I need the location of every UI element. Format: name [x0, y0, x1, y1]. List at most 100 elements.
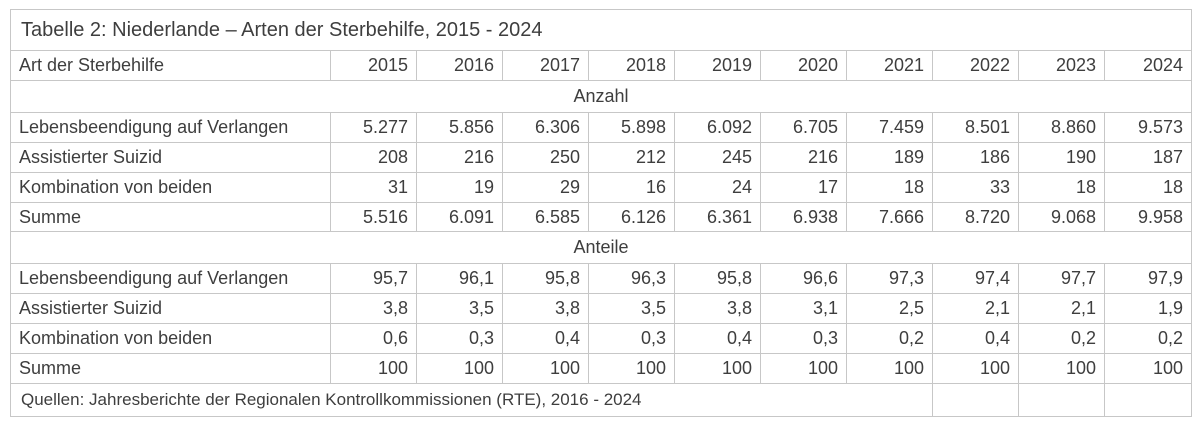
table-row: Assistierter Suizid 3,8 3,5 3,8 3,5 3,8 3,1 2,5… — [10, 293, 1193, 325]
value-cell: 0,2 — [846, 323, 933, 354]
value-cell: 0,3 — [588, 323, 675, 354]
column-header-year: 2016 — [416, 50, 503, 82]
value-cell: 96,6 — [760, 263, 847, 295]
value-cell: 6.306 — [502, 111, 589, 143]
value-cell: 245 — [674, 141, 761, 173]
value-cell: 6.126 — [588, 201, 675, 233]
value-cell: 6.705 — [760, 111, 847, 143]
value-cell: 216 — [416, 141, 503, 173]
value-cell: 0,3 — [760, 323, 847, 354]
table-title: Tabelle 2: Niederlande – Arten der Sterb… — [9, 8, 1193, 52]
value-cell: 186 — [932, 141, 1019, 173]
value-cell: 8.860 — [1018, 111, 1105, 143]
value-cell: 0,2 — [1018, 323, 1105, 354]
value-cell: 100 — [588, 352, 675, 384]
value-cell: 97,3 — [846, 263, 933, 295]
value-cell: 5.856 — [416, 111, 503, 143]
value-cell: 100 — [674, 352, 761, 384]
value-cell: 7.666 — [846, 201, 933, 233]
value-cell: 100 — [330, 352, 417, 384]
value-cell: 95,8 — [502, 263, 589, 295]
value-cell: 18 — [846, 171, 933, 203]
value-cell: 18 — [1103, 171, 1193, 203]
value-cell: 5.277 — [330, 111, 417, 143]
column-header-year: 2015 — [330, 50, 417, 82]
value-cell: 0,2 — [1103, 323, 1193, 354]
value-cell: 100 — [1018, 352, 1105, 384]
section-header: Anteile — [9, 231, 1193, 265]
table-row: Assistierter Suizid 208 216 250 212 245 216 189… — [10, 141, 1193, 173]
column-header-year: 2022 — [932, 50, 1019, 82]
value-cell: 189 — [846, 141, 933, 173]
value-cell: 250 — [502, 141, 589, 173]
value-cell: 96,1 — [416, 263, 503, 295]
value-cell: 0,4 — [502, 323, 589, 354]
value-cell: 0,4 — [932, 323, 1019, 354]
value-cell: 33 — [932, 171, 1019, 203]
footer-empty-cell — [1103, 382, 1193, 417]
value-cell: 16 — [588, 171, 675, 203]
value-cell: 97,7 — [1018, 263, 1105, 295]
row-label: Summe — [10, 201, 331, 233]
row-label: Lebensbeendigung auf Verlangen — [10, 263, 331, 295]
value-cell: 24 — [674, 171, 761, 203]
section-header: Anzahl — [9, 80, 1193, 113]
table-row: Summe 100 100 100 100 100 100 100 100 100 100 — [10, 352, 1193, 384]
value-cell: 6.091 — [416, 201, 503, 233]
value-cell: 9.573 — [1103, 111, 1193, 143]
value-cell: 100 — [502, 352, 589, 384]
footer-empty-cell — [1018, 382, 1105, 417]
source-note: Quellen: Jahresberichte der Regionalen K… — [10, 382, 933, 417]
value-cell: 95,8 — [674, 263, 761, 295]
value-cell: 2,5 — [846, 293, 933, 325]
value-cell: 2,1 — [932, 293, 1019, 325]
table-row: Summe 5.516 6.091 6.585 6.126 6.361 6.938 7.666… — [10, 201, 1193, 233]
value-cell: 212 — [588, 141, 675, 173]
value-cell: 19 — [416, 171, 503, 203]
value-cell: 190 — [1018, 141, 1105, 173]
source-row: Quellen: Jahresberichte der Regionalen K… — [10, 382, 1193, 417]
value-cell: 208 — [330, 141, 417, 173]
value-cell: 0,4 — [674, 323, 761, 354]
value-cell: 3,5 — [416, 293, 503, 325]
value-cell: 7.459 — [846, 111, 933, 143]
value-cell: 17 — [760, 171, 847, 203]
value-cell: 6.585 — [502, 201, 589, 233]
table-row: Kombination von beiden 0,6 0,3 0,4 0,3 0,4 0,3… — [10, 323, 1193, 354]
column-header-year: 2019 — [674, 50, 761, 82]
value-cell: 0,3 — [416, 323, 503, 354]
value-cell: 100 — [1103, 352, 1193, 384]
column-header-year: 2023 — [1018, 50, 1105, 82]
table-title-row: Tabelle 2: Niederlande – Arten der Sterb… — [9, 8, 1193, 52]
value-cell: 97,4 — [932, 263, 1019, 295]
table-row: Lebensbeendigung auf Verlangen 95,7 96,1 95… — [10, 263, 1193, 295]
value-cell: 100 — [416, 352, 503, 384]
column-header-year: 2017 — [502, 50, 589, 82]
sterbehilfe-table: Tabelle 2: Niederlande – Arten der Sterb… — [9, 8, 1193, 417]
value-cell: 100 — [846, 352, 933, 384]
value-cell: 3,8 — [330, 293, 417, 325]
column-header-year: 2020 — [760, 50, 847, 82]
value-cell: 0,6 — [330, 323, 417, 354]
value-cell: 8.501 — [932, 111, 1019, 143]
value-cell: 2,1 — [1018, 293, 1105, 325]
row-label: Lebensbeendigung auf Verlangen — [10, 111, 331, 143]
column-header-year: 2018 — [588, 50, 675, 82]
footer-empty-cell — [932, 382, 1019, 417]
value-cell: 3,1 — [760, 293, 847, 325]
value-cell: 29 — [502, 171, 589, 203]
column-header-year: 2021 — [846, 50, 933, 82]
value-cell: 100 — [932, 352, 1019, 384]
value-cell: 6.361 — [674, 201, 761, 233]
column-header-year: 2024 — [1103, 50, 1193, 82]
row-label: Assistierter Suizid — [10, 293, 331, 325]
table-row: Lebensbeendigung auf Verlangen 5.277 5.856… — [10, 111, 1193, 143]
value-cell: 6.938 — [760, 201, 847, 233]
value-cell: 1,9 — [1103, 293, 1193, 325]
value-cell: 5.898 — [588, 111, 675, 143]
row-label: Kombination von beiden — [10, 171, 331, 203]
value-cell: 8.720 — [932, 201, 1019, 233]
table-row: Kombination von beiden 31 19 29 16 24 17 18 33 18… — [10, 171, 1193, 203]
value-cell: 3,8 — [502, 293, 589, 325]
